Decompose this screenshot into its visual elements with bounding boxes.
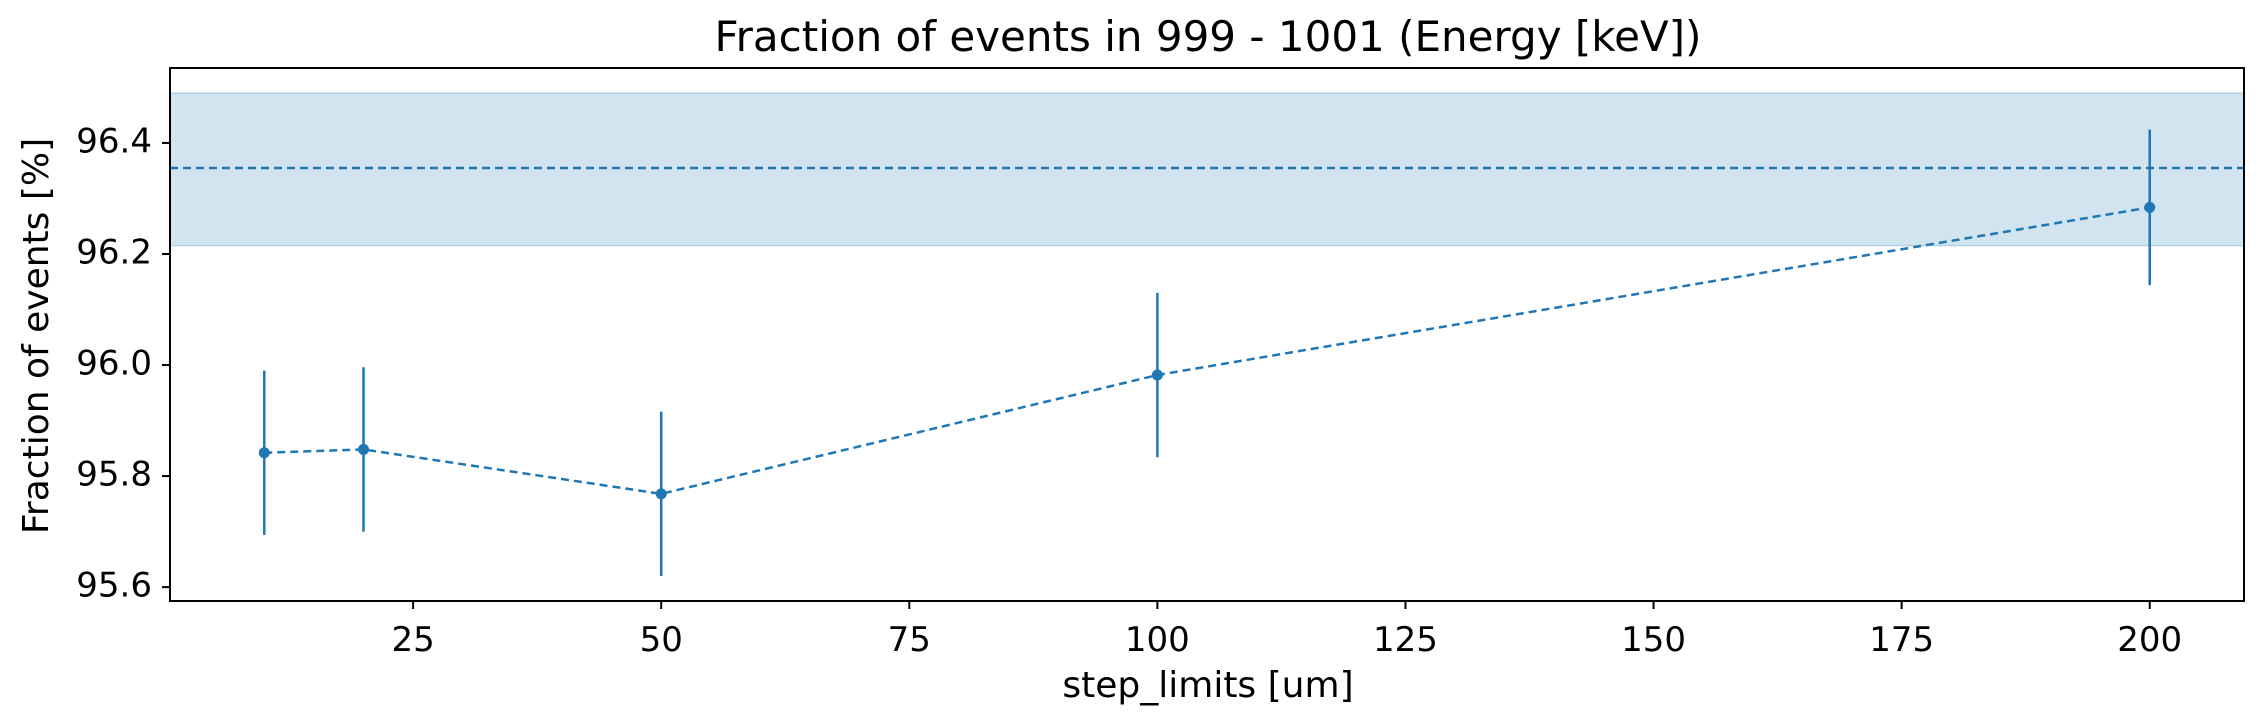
x-axis-ticks: 25 50 75 100 125 150 175 200: [391, 601, 2182, 660]
x-tick-label: 75: [888, 620, 931, 660]
x-tick-label: 175: [1869, 620, 1934, 660]
y-tick-label: 96.2: [76, 232, 152, 272]
x-tick-label: 200: [2117, 620, 2182, 660]
y-tick-label: 96.0: [76, 344, 152, 384]
x-tick-label: 150: [1621, 620, 1686, 660]
y-axis-label: Fraction of events [%]: [16, 138, 57, 534]
y-tick-label: 95.8: [76, 455, 152, 495]
data-point: [1151, 369, 1163, 381]
x-tick-label: 50: [640, 620, 683, 660]
series-line: [264, 206, 2150, 496]
data-point: [258, 447, 270, 459]
point-layer: [258, 201, 2156, 500]
y-tick-label: 95.6: [76, 566, 152, 606]
data-point: [655, 488, 667, 500]
plot-frame: [169, 67, 2245, 602]
reference-band: [169, 92, 2245, 247]
x-tick-label: 125: [1373, 620, 1438, 660]
data-point: [358, 443, 370, 455]
chart-title: Fraction of events in 999 - 1001 (Energy…: [715, 12, 1702, 61]
x-tick-label: 100: [1125, 620, 1190, 660]
x-tick-label: 25: [391, 620, 434, 660]
x-axis-label: step_limits [um]: [1062, 665, 1353, 706]
y-tick-label: 96.4: [76, 121, 152, 161]
data-point: [2144, 201, 2156, 213]
y-axis-ticks: 95.6 95.8 96.0 96.2 96.4: [76, 121, 170, 606]
